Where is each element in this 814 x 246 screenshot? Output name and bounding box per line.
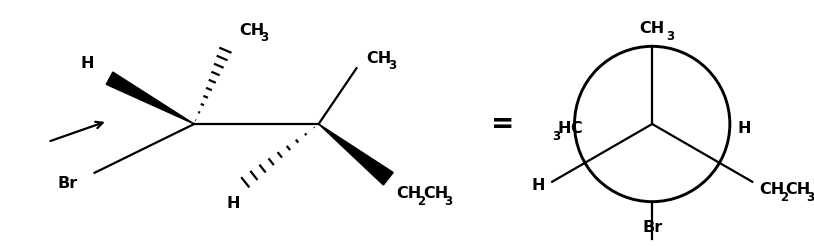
Text: Br: Br xyxy=(642,220,663,235)
Text: H: H xyxy=(226,196,240,211)
Text: 2: 2 xyxy=(418,195,426,208)
Text: 3: 3 xyxy=(553,130,561,143)
Text: CH: CH xyxy=(759,182,785,197)
Text: 3: 3 xyxy=(444,195,453,208)
Text: CH: CH xyxy=(366,51,392,66)
Text: C: C xyxy=(571,122,582,137)
Text: CH: CH xyxy=(423,186,449,201)
Text: H: H xyxy=(81,56,94,71)
Text: =: = xyxy=(491,110,514,138)
Text: H: H xyxy=(532,178,545,193)
Text: 3: 3 xyxy=(666,30,674,43)
Text: CH: CH xyxy=(785,182,810,197)
Polygon shape xyxy=(318,124,393,185)
Text: H: H xyxy=(737,122,751,137)
Polygon shape xyxy=(106,72,195,124)
Text: 3: 3 xyxy=(260,31,268,44)
Text: 3: 3 xyxy=(806,191,814,204)
Text: 2: 2 xyxy=(780,191,788,204)
Text: CH: CH xyxy=(239,23,265,38)
Text: CH: CH xyxy=(640,21,665,36)
Text: H: H xyxy=(557,122,571,137)
Text: 3: 3 xyxy=(388,59,396,72)
Text: CH: CH xyxy=(396,186,422,201)
Text: Br: Br xyxy=(58,176,78,191)
